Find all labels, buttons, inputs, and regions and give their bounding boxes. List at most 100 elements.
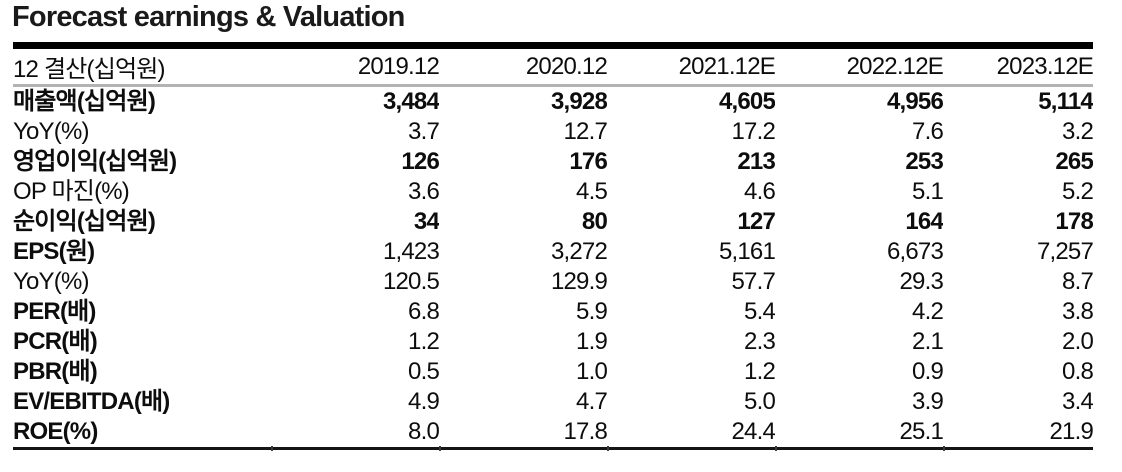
row-value: 1.2 <box>408 328 439 355</box>
row-label: OP 마진(%) <box>13 178 130 205</box>
row-value: 5,114 <box>1038 88 1093 115</box>
row-value: 80 <box>581 208 607 235</box>
row-value: 265 <box>1055 148 1093 175</box>
row-value: 3.2 <box>1062 118 1093 145</box>
row-value: 3.9 <box>912 388 943 415</box>
row-value: 178 <box>1055 208 1093 235</box>
header-year: 2019.12 <box>271 45 439 87</box>
table-row: PER(배) 6.8 5.9 5.4 4.2 3.8 <box>13 297 1093 327</box>
row-value: 4.7 <box>576 388 607 415</box>
row-value: 17.2 <box>731 118 775 145</box>
row-value: 12.7 <box>563 118 607 145</box>
table-row: OP 마진(%) 3.6 4.5 4.6 5.1 5.2 <box>13 177 1093 207</box>
row-value: 3,484 <box>382 88 439 115</box>
row-value: 213 <box>737 148 775 175</box>
row-value: 6.8 <box>408 298 439 325</box>
row-value: 5,161 <box>718 238 775 265</box>
table-row: 순이익(십억원) 34 80 127 164 178 <box>13 207 1093 237</box>
row-label: EV/EBITDA(배) <box>13 388 170 415</box>
table-row: EPS(원) 1,423 3,272 5,161 6,673 7,257 <box>13 237 1093 267</box>
column-tick <box>775 446 777 451</box>
table-header: 12 결산(십억원) 2019.12 2020.12 2021.12E 2022.12… <box>13 45 1093 87</box>
table-row: YoY(%) 3.7 12.7 17.2 7.6 3.2 <box>13 117 1093 147</box>
row-value: 3,928 <box>550 88 607 115</box>
row-value: 4,605 <box>718 88 775 115</box>
row-value: 176 <box>569 148 607 175</box>
column-tick <box>607 446 609 451</box>
row-value: 127 <box>737 208 775 235</box>
row-value: 4,956 <box>886 88 943 115</box>
table-row: ROE(%) 8.0 17.8 24.4 25.1 21.9 <box>13 417 1093 449</box>
row-value: 126 <box>401 148 439 175</box>
row-value: 8.0 <box>408 418 439 445</box>
row-value: 24.4 <box>731 418 775 445</box>
row-value: 7.6 <box>912 118 943 145</box>
row-value: 5.0 <box>744 388 775 415</box>
row-label: PCR(배) <box>13 328 98 355</box>
row-value: 21.9 <box>1049 418 1093 445</box>
table-row: YoY(%) 120.5 129.9 57.7 29.3 8.7 <box>13 267 1093 297</box>
row-label: PER(배) <box>13 298 96 325</box>
row-label: PBR(배) <box>13 358 98 385</box>
row-label: EPS(원) <box>13 238 95 265</box>
row-value: 253 <box>905 148 943 175</box>
row-value: 8.7 <box>1062 268 1093 295</box>
row-value: 3.4 <box>1062 388 1093 415</box>
table-row: 매출액(십억원) 3,484 3,928 4,605 4,956 5,114 <box>13 86 1093 118</box>
forecast-valuation-table: 12 결산(십억원) 2019.12 2020.12 2021.12E 2022.12… <box>13 42 1093 450</box>
row-value: 0.8 <box>1062 358 1093 385</box>
row-label: ROE(%) <box>13 418 98 445</box>
row-value: 5.2 <box>1062 178 1093 205</box>
header-fiscal-label: 12 결산(십억원) <box>13 45 271 87</box>
row-value: 5.9 <box>576 298 607 325</box>
row-value: 120.5 <box>382 268 439 295</box>
row-value: 4.6 <box>744 178 775 205</box>
row-value: 129.9 <box>550 268 607 295</box>
row-label: YoY(%) <box>13 268 89 295</box>
row-value: 4.5 <box>576 178 607 205</box>
row-value: 3.8 <box>1062 298 1093 325</box>
header-year: 2021.12E <box>607 45 775 87</box>
row-value: 1.9 <box>576 328 607 355</box>
row-value: 25.1 <box>899 418 943 445</box>
table-row: 영업이익(십억원) 126 176 213 253 265 <box>13 147 1093 177</box>
row-value: 57.7 <box>731 268 775 295</box>
row-value: 6,673 <box>886 238 943 265</box>
table-body: 매출액(십억원) 3,484 3,928 4,605 4,956 5,114 YoY(%) 3… <box>13 86 1093 449</box>
row-value: 3.6 <box>408 178 439 205</box>
row-value: 1.0 <box>576 358 607 385</box>
column-ticks <box>13 446 1093 452</box>
row-label: 순이익(십억원) <box>13 208 156 235</box>
column-tick <box>271 446 273 451</box>
table-row: EV/EBITDA(배) 4.9 4.7 5.0 3.9 3.4 <box>13 387 1093 417</box>
table-row: PCR(배) 1.2 1.9 2.3 2.1 2.0 <box>13 327 1093 357</box>
row-value: 2.1 <box>912 328 943 355</box>
page-title: Forecast earnings & Valuation <box>12 1 405 33</box>
column-tick <box>943 446 945 451</box>
row-value: 7,257 <box>1036 238 1093 265</box>
row-value: 5.1 <box>912 178 943 205</box>
row-value: 0.9 <box>912 358 943 385</box>
row-value: 1.2 <box>744 358 775 385</box>
row-label: 영업이익(십억원) <box>13 148 177 175</box>
row-value: 164 <box>905 208 943 235</box>
header-year: 2023.12E <box>943 45 1093 87</box>
row-label: 매출액(십억원) <box>13 88 156 115</box>
row-value: 2.3 <box>744 328 775 355</box>
row-value: 5.4 <box>744 298 775 325</box>
header-year: 2020.12 <box>439 45 607 87</box>
row-value: 3,272 <box>550 238 607 265</box>
row-value: 17.8 <box>563 418 607 445</box>
row-value: 4.9 <box>408 388 439 415</box>
column-tick <box>439 446 441 451</box>
row-value: 2.0 <box>1062 328 1093 355</box>
row-value: 0.5 <box>408 358 439 385</box>
table-row: PBR(배) 0.5 1.0 1.2 0.9 0.8 <box>13 357 1093 387</box>
row-value: 4.2 <box>912 298 943 325</box>
header-year: 2022.12E <box>775 45 943 87</box>
row-value: 29.3 <box>899 268 943 295</box>
row-value: 1,423 <box>382 238 439 265</box>
row-value: 34 <box>413 208 439 235</box>
row-value: 3.7 <box>408 118 439 145</box>
